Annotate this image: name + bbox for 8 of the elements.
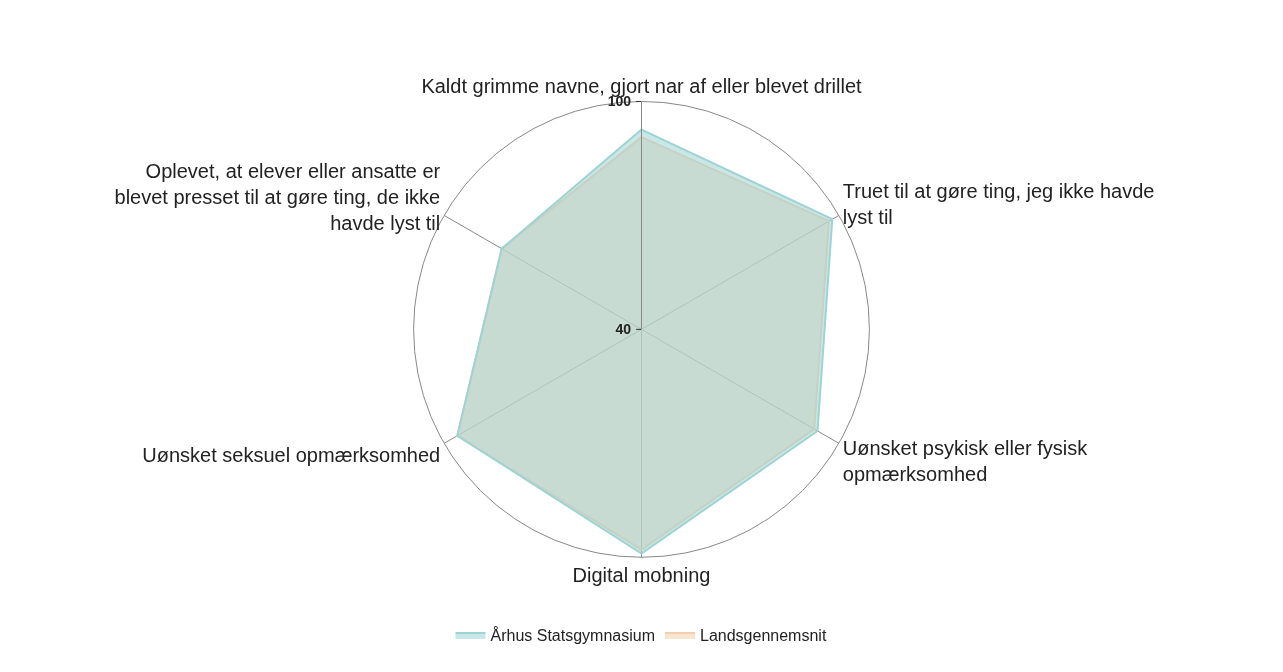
spoke-label: Oplevet, at elever eller ansatte er blevet presset til at gøre ting, de ikke havde lyst til [114,160,441,235]
spoke-label: Digital mobning [572,563,711,586]
spoke-label: Uønsket seksuel opmærksomhed [142,443,441,466]
legend-label: Landsgennemsnit [700,627,827,645]
spoke-label: Truet til at gøre ting, jeg ikke havde lyst til [842,179,1155,228]
legend-label: Århus Statsgymnasium [490,626,656,645]
spoke-label: Uønsket psykisk eller fysisk opmærksomhed [842,437,1089,486]
y-tick-label: 40 [615,320,632,337]
